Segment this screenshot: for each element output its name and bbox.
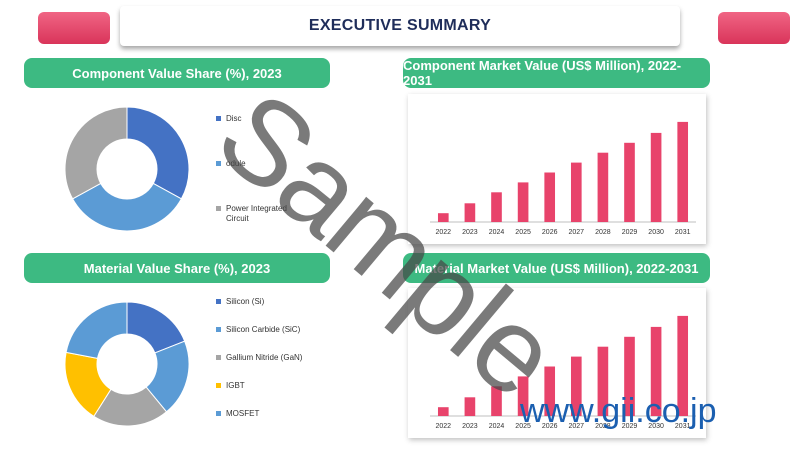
bar: [624, 336, 635, 416]
material-share-donut: [64, 301, 190, 427]
x-tick-label: 2024: [489, 423, 505, 430]
bar: [624, 142, 635, 222]
x-tick-label: 2023: [462, 423, 478, 430]
bar: [677, 121, 689, 222]
bar: [544, 172, 556, 222]
legend-item: Silicon Carbide (SiC): [216, 325, 306, 335]
material-value-title: Material Market Value (US$ Million), 202…: [403, 253, 710, 283]
legend-label: odule: [226, 159, 246, 168]
component-value-svg: 2022 2023 2024 2025 2026 2027 2028 2029 2030 2031: [430, 121, 696, 236]
x-tick-label: 2024: [489, 229, 505, 236]
legend-swatch: [216, 206, 221, 211]
bar: [677, 315, 689, 416]
x-tick-label: 2029: [622, 229, 638, 236]
x-tick-label: 2027: [569, 423, 585, 430]
bar: [517, 376, 529, 416]
donut-slice: [64, 106, 128, 200]
bar: [491, 192, 502, 222]
bar: [650, 326, 662, 416]
x-tick-label: 2025: [515, 229, 531, 236]
x-tick-label: 2022: [436, 423, 452, 430]
donut-slice: [126, 106, 190, 200]
x-tick-label: 2023: [462, 229, 478, 236]
source-url-watermark: www.gii.co.jp: [520, 392, 717, 430]
legend-label: IGBT: [226, 381, 245, 390]
component-share-donut: [64, 106, 190, 232]
x-tick-label: 2026: [542, 423, 558, 430]
header-right-accent: [718, 12, 790, 44]
page-title: EXECUTIVE SUMMARY: [308, 17, 492, 34]
legend-label: MOSFET: [226, 409, 260, 418]
bar: [570, 356, 582, 416]
legend-swatch: [216, 355, 221, 360]
bar: [517, 182, 529, 222]
legend-label: Silicon (Si): [226, 297, 265, 306]
x-tick-label: 2028: [595, 423, 611, 430]
x-tick-label: 2028: [595, 229, 611, 236]
component-value-title: Component Market Value (US$ Million), 20…: [403, 58, 710, 88]
material-value-chart: 2022 2023 2024 2025 2026 2027 2028 2029 2030 2031: [408, 288, 706, 438]
component-value-chart: 2022 2023 2024 2025 2026 2027 2028 2029 2030 2031: [408, 94, 706, 244]
x-tick-label: 2030: [648, 423, 664, 430]
legend-item: MOSFET: [216, 409, 306, 419]
x-tick-label: 2026: [542, 229, 558, 236]
bar: [570, 162, 582, 222]
legend-swatch: [216, 383, 221, 388]
component-share-title: Component Value Share (%), 2023: [24, 58, 330, 88]
legend-label: Silicon Carbide (SiC): [226, 325, 301, 334]
legend-item: Gallium Nitride (GaN): [216, 353, 306, 363]
legend-item: IGBT: [216, 381, 306, 391]
legend-swatch: [216, 161, 221, 166]
bar: [597, 152, 609, 222]
legend-item: odule: [216, 159, 306, 169]
legend-label: Power Integrated Circuit: [226, 204, 287, 223]
component-share-legend: Disc odule Power Integrated Circuit: [216, 114, 316, 234]
bar: [464, 203, 476, 222]
x-tick-label: 2031: [675, 423, 691, 430]
bar: [544, 366, 556, 416]
material-share-legend: Silicon (Si) Silicon Carbide (SiC) Gallium…: [216, 297, 316, 427]
header-bar: EXECUTIVE SUMMARY: [120, 6, 680, 46]
bar: [464, 397, 476, 416]
donut-slice: [65, 301, 128, 359]
x-tick-label: 2027: [569, 229, 585, 236]
material-value-svg: 2022 2023 2024 2025 2026 2027 2028 2029 2030 2031: [430, 315, 696, 430]
legend-swatch: [216, 299, 221, 304]
legend-swatch: [216, 116, 221, 121]
x-tick-label: 2029: [622, 423, 638, 430]
bar: [491, 386, 502, 416]
x-tick-label: 2030: [648, 229, 664, 236]
legend-item: Silicon (Si): [216, 297, 306, 307]
legend-item: Power Integrated Circuit: [216, 204, 306, 224]
donut-slice: [71, 182, 183, 232]
header-left-accent: [38, 12, 110, 44]
bar: [597, 346, 609, 416]
x-tick-label: 2031: [675, 229, 691, 236]
x-tick-label: 2022: [436, 229, 452, 236]
bar: [437, 407, 449, 416]
legend-label: Disc: [226, 114, 242, 123]
x-tick-label: 2025: [515, 423, 531, 430]
legend-label: Gallium Nitride (GaN): [226, 353, 303, 362]
bar: [437, 213, 449, 222]
legend-swatch: [216, 327, 221, 332]
legend-item: Disc: [216, 114, 306, 124]
material-share-title: Material Value Share (%), 2023: [24, 253, 330, 283]
bar: [650, 132, 662, 222]
legend-swatch: [216, 411, 221, 416]
